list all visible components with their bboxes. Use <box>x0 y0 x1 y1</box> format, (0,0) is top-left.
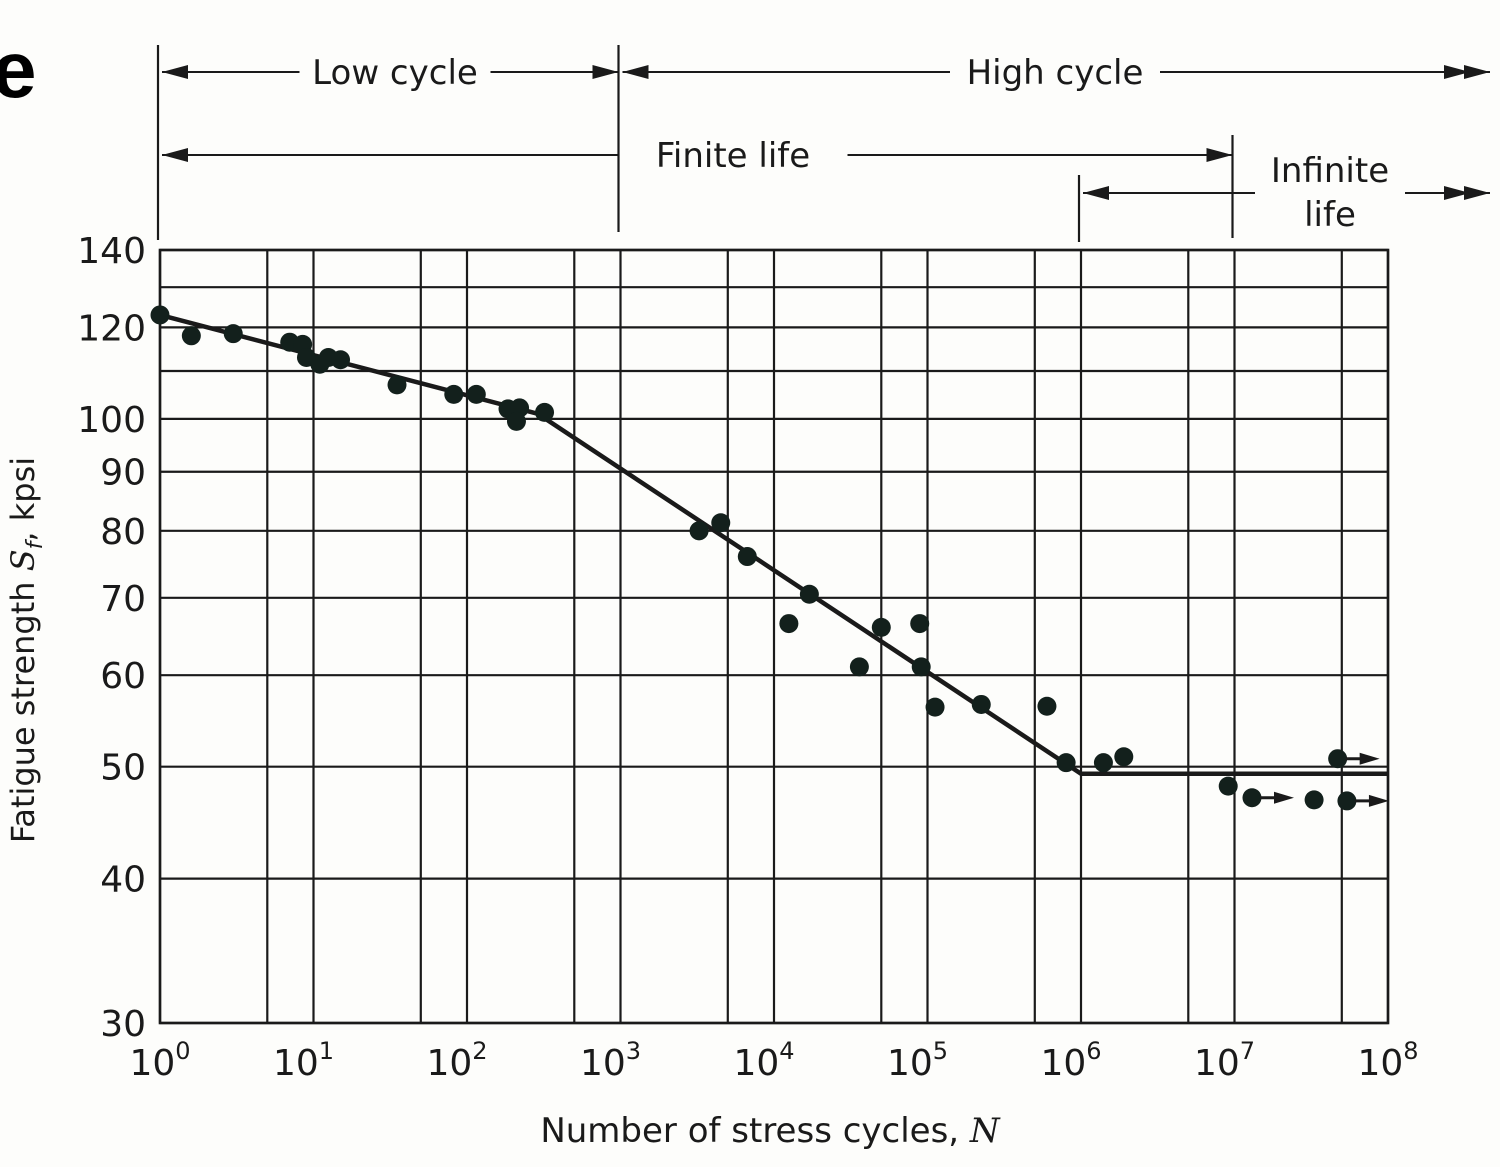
data-point <box>387 375 407 395</box>
region-arrow-head-right <box>1444 65 1470 79</box>
runout-arrow-head <box>1368 794 1389 807</box>
region-label: Finite life <box>656 136 810 176</box>
data-point <box>799 584 819 604</box>
region-arrow-head-right <box>1206 148 1233 162</box>
region-label: Low cycle <box>312 53 478 93</box>
data-point <box>150 305 170 325</box>
data-point <box>925 697 945 717</box>
y-tick-label: 120 <box>77 308 146 349</box>
region-label: High cycle <box>967 53 1144 93</box>
data-point <box>689 521 709 541</box>
x-tick-label: 100 <box>129 1037 190 1084</box>
x-tick-label: 103 <box>580 1037 641 1084</box>
region-arrow-head-right <box>1444 186 1470 200</box>
y-tick-label: 40 <box>100 860 146 901</box>
data-point <box>911 657 931 677</box>
region-arrow-head-right <box>592 65 619 79</box>
data-point <box>1304 790 1324 810</box>
data-point <box>506 411 526 431</box>
region-arrow-head-left <box>162 65 188 79</box>
region-arrow-head-left <box>162 148 188 162</box>
y-tick-label: 90 <box>100 453 146 494</box>
y-tick-label: 50 <box>100 748 146 789</box>
data-point <box>1093 753 1113 773</box>
x-tick-label: 108 <box>1357 1037 1418 1084</box>
y-tick-label: 30 <box>100 1004 146 1045</box>
data-point <box>1056 753 1076 773</box>
data-point <box>711 513 731 533</box>
data-point <box>871 617 891 637</box>
data-point <box>849 657 869 677</box>
x-tick-label: 105 <box>887 1037 948 1084</box>
plot-frame <box>158 248 1390 1025</box>
x-tick-label: 106 <box>1040 1037 1101 1084</box>
region-arrow-head-left <box>1083 186 1109 200</box>
data-point <box>910 614 930 634</box>
data-point <box>1114 747 1134 767</box>
y-tick-label: 100 <box>77 400 146 441</box>
data-point <box>181 326 201 346</box>
x-tick-label: 104 <box>733 1037 794 1084</box>
data-point <box>1242 788 1262 808</box>
data-point <box>1218 776 1238 796</box>
region-arrow-head-right <box>1464 186 1490 200</box>
data-point <box>1328 749 1348 769</box>
data-point <box>971 694 991 714</box>
runout-arrow-head <box>1273 791 1294 804</box>
x-tick-label: 102 <box>426 1037 487 1084</box>
region-arrow-head-right <box>1464 65 1490 79</box>
y-tick-label: 60 <box>100 656 146 697</box>
cropped-text-fragment: e <box>0 25 37 114</box>
region-arrow-head-left <box>622 65 649 79</box>
data-point <box>737 547 757 567</box>
data-point <box>1337 791 1357 811</box>
data-point <box>466 384 486 404</box>
y-tick-label: 80 <box>100 512 146 553</box>
x-tick-label: 101 <box>273 1037 334 1084</box>
data-point <box>1037 696 1057 716</box>
region-label: life <box>1304 195 1356 235</box>
data-point <box>779 614 799 634</box>
y-tick-label: 70 <box>100 579 146 620</box>
data-point <box>331 350 351 370</box>
x-tick-label: 107 <box>1194 1037 1255 1084</box>
region-label: Infinite <box>1271 151 1389 191</box>
data-point <box>223 324 243 344</box>
y-tick-label: 140 <box>77 231 146 272</box>
runout-arrow-head <box>1359 752 1380 765</box>
y-axis-label: Fatigue strength Sf, kpsi <box>4 457 48 843</box>
data-point <box>444 384 464 404</box>
data-point <box>535 402 555 422</box>
x-axis-label: Number of stress cycles, N <box>540 1111 1001 1151</box>
